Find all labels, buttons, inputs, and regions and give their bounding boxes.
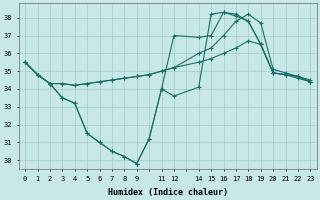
- X-axis label: Humidex (Indice chaleur): Humidex (Indice chaleur): [108, 188, 228, 197]
